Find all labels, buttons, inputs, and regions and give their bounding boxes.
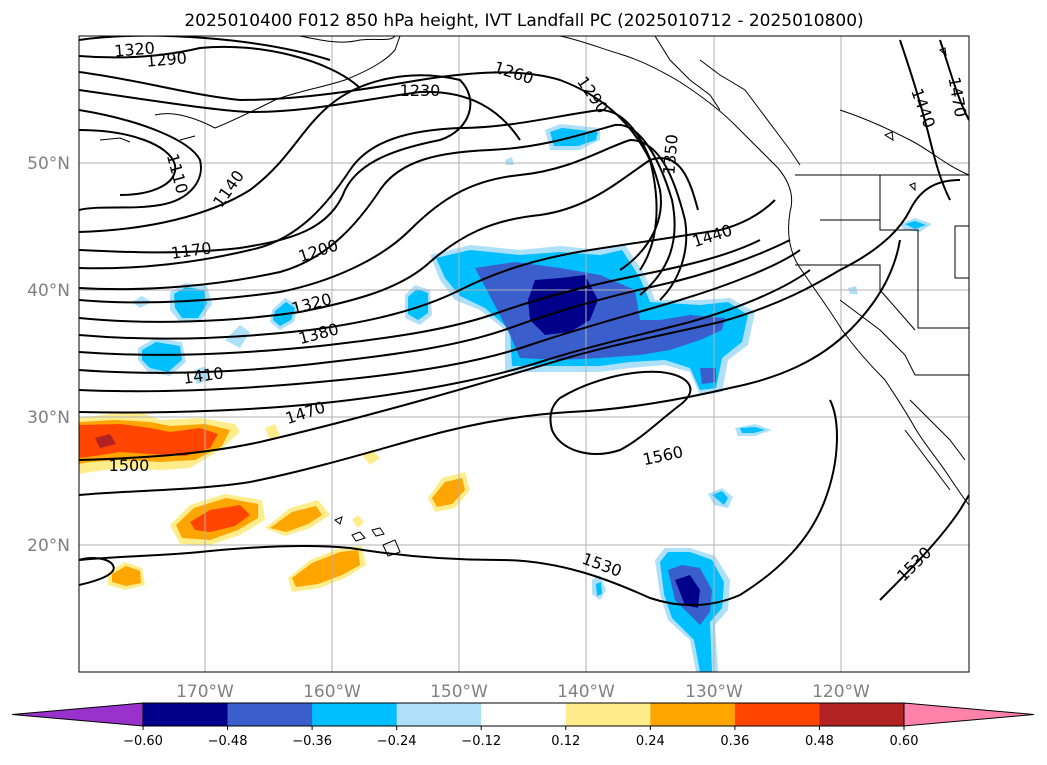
- colorbar-tick-label: −0.48: [208, 734, 248, 749]
- lat-label: 30°N: [27, 408, 70, 428]
- colorbar-cell: [227, 703, 313, 726]
- lat-label: 40°N: [27, 281, 70, 301]
- colorbar-tick-label: 0.48: [805, 734, 834, 749]
- colorbar-cell: [734, 703, 820, 726]
- colorbar-cell: [143, 703, 229, 726]
- lon-label: 160°W: [303, 682, 361, 702]
- contour-label: 1500: [109, 456, 150, 475]
- contour-label: 1290: [145, 48, 187, 70]
- colorbar-cell: [396, 703, 482, 726]
- lat-label: 20°N: [27, 536, 70, 556]
- colorbar: −0.60 −0.48 −0.36 −0.24 −0.12 0.12 0.24 0.36 0.4…: [11, 702, 1035, 749]
- colorbar-tick-label: 0.24: [636, 734, 665, 749]
- latitude-labels: 50°N 40°N 30°N 20°N: [27, 154, 70, 556]
- longitude-labels: 170°W 160°W 150°W 140°W 130°W 120°W: [176, 682, 870, 702]
- colorbar-extend-min: [11, 702, 144, 727]
- colorbar-tick-label: −0.36: [292, 734, 332, 749]
- map-title: 2025010400 F012 850 hPa height, IVT Land…: [184, 11, 863, 31]
- lon-label: 130°W: [685, 682, 743, 702]
- colorbar-cell: [312, 703, 398, 726]
- lon-label: 150°W: [430, 682, 488, 702]
- contour-label: 1350: [659, 133, 681, 175]
- colorbar-cell: [650, 703, 736, 726]
- map-panel: 1320 1290 1230 1260 1290 1350 1110 1140 …: [78, 35, 970, 673]
- colorbar-tick-label: −0.12: [461, 734, 501, 749]
- lat-label: 50°N: [27, 154, 70, 174]
- colorbar-cell: [481, 703, 567, 726]
- colorbar-tick-label: −0.24: [377, 734, 417, 749]
- colorbar-extend-max: [903, 702, 1035, 727]
- lon-label: 140°W: [557, 682, 615, 702]
- colorbar-tick-label: 0.60: [890, 734, 919, 749]
- colorbar-tick-label: 0.12: [551, 734, 580, 749]
- contour-label: 1230: [400, 81, 441, 100]
- lon-label: 120°W: [812, 682, 870, 702]
- contour-label: 1320: [113, 38, 155, 60]
- colorbar-cell: [819, 703, 905, 726]
- height-contours: [79, 36, 969, 607]
- colorbar-ticks: −0.60 −0.48 −0.36 −0.24 −0.12 0.12 0.24 0.36 0.4…: [123, 726, 918, 749]
- colorbar-cells: [11, 702, 1035, 727]
- colorbar-tick-label: −0.60: [123, 734, 163, 749]
- lon-label: 170°W: [176, 682, 234, 702]
- colorbar-frame: [142, 702, 905, 727]
- colorbar-cell: [565, 703, 651, 726]
- map-frame: [78, 35, 970, 673]
- colorbar-tick-label: 0.36: [720, 734, 749, 749]
